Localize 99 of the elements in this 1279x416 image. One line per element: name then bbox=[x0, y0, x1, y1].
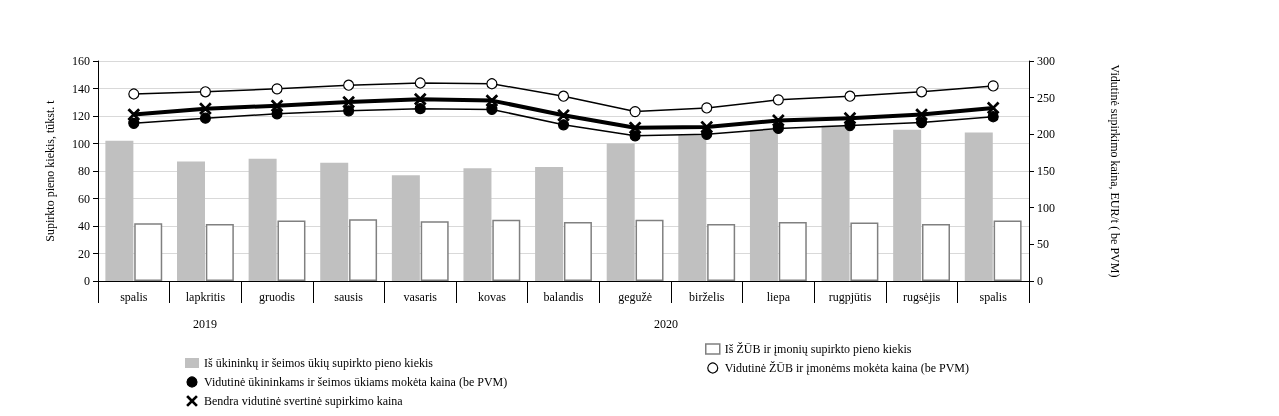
x-tick-label: kovas bbox=[477, 290, 507, 304]
bar bbox=[535, 166, 564, 281]
point bbox=[701, 102, 713, 114]
legend-label: Iš ŽŪB ir įmonių supirkto pieno kiekis bbox=[724, 342, 912, 356]
y2-axis-title: Vidutinė supirkimo kaina, EUR/t ( be PVM) bbox=[1108, 64, 1122, 278]
point bbox=[486, 78, 498, 90]
bar bbox=[778, 221, 807, 281]
bar bbox=[821, 125, 850, 281]
x-tick-label: sausis bbox=[334, 290, 364, 304]
x-tick-label: rugpjūtis bbox=[828, 290, 872, 304]
y2-tick-label: 50 bbox=[1037, 237, 1049, 252]
y2-tick-label: 100 bbox=[1037, 200, 1055, 215]
point bbox=[700, 120, 713, 134]
point bbox=[343, 79, 355, 91]
x-tick-label: gegužė bbox=[618, 290, 653, 304]
bar bbox=[707, 223, 736, 281]
point bbox=[915, 117, 928, 129]
y2-tick-label: 250 bbox=[1037, 90, 1055, 105]
bar bbox=[850, 222, 879, 281]
legend-label: Bendra vidutinė svertinė supirkimo kaina bbox=[204, 394, 404, 408]
point bbox=[199, 112, 212, 124]
bar bbox=[349, 219, 378, 281]
point bbox=[629, 121, 642, 134]
point bbox=[271, 108, 283, 120]
legend-label: Vidutinė ŽŪB ir įmonėms mokėta kaina (be PVM) bbox=[724, 361, 969, 375]
bar bbox=[964, 132, 993, 281]
bar bbox=[177, 161, 205, 281]
bar bbox=[678, 135, 707, 281]
point bbox=[199, 102, 212, 115]
text: 2019 bbox=[193, 317, 218, 331]
point bbox=[343, 105, 355, 117]
x-tick-label: spalis bbox=[979, 290, 1008, 304]
point bbox=[414, 93, 427, 106]
y-tick-label: 120 bbox=[72, 109, 90, 123]
point bbox=[987, 101, 1000, 115]
bar bbox=[320, 162, 349, 281]
y-tick-label: 160 bbox=[72, 54, 90, 68]
point bbox=[486, 103, 498, 115]
bar bbox=[134, 223, 163, 281]
y-tick-label: 60 bbox=[78, 191, 90, 206]
bar bbox=[277, 220, 306, 281]
legend-label: Iš ūkininkų ir šeimos ūkių supirkto pieno kiekis bbox=[204, 356, 434, 370]
point bbox=[557, 119, 570, 131]
point bbox=[557, 109, 570, 122]
point bbox=[414, 77, 426, 89]
point bbox=[843, 112, 857, 125]
x-tick-label: vasaris bbox=[403, 290, 438, 304]
bar bbox=[391, 175, 420, 281]
y-tick-label: 20 bbox=[78, 246, 90, 261]
bar bbox=[993, 220, 1022, 281]
point bbox=[128, 117, 140, 129]
x-tick-label: liepa bbox=[766, 290, 791, 304]
point bbox=[915, 108, 928, 121]
y-tick-label: 140 bbox=[72, 81, 90, 96]
x-tick-label: spalis bbox=[120, 290, 148, 304]
point bbox=[844, 90, 856, 102]
bar bbox=[749, 129, 778, 281]
bar bbox=[893, 129, 922, 281]
x-tick-label: birželis bbox=[689, 290, 725, 304]
x-tick-label: balandis bbox=[543, 290, 584, 304]
point bbox=[199, 86, 212, 98]
bar bbox=[606, 143, 635, 281]
point bbox=[915, 86, 928, 98]
point bbox=[987, 80, 999, 92]
y-tick-label: 40 bbox=[78, 219, 90, 233]
point bbox=[557, 90, 570, 102]
y-tick-label: 80 bbox=[78, 164, 90, 178]
point bbox=[414, 103, 426, 115]
bar bbox=[492, 219, 521, 281]
y2-tick-label: 150 bbox=[1037, 164, 1055, 178]
bar bbox=[563, 221, 592, 281]
point bbox=[128, 88, 140, 100]
point bbox=[342, 95, 355, 109]
legend-label: Vidutinė ūkininkams ir šeimos ūkiams mokėta kaina (be PVM) bbox=[204, 375, 508, 389]
point bbox=[127, 108, 140, 121]
point bbox=[485, 94, 498, 107]
x-tick-label: gruodis bbox=[259, 290, 296, 304]
bar bbox=[105, 140, 134, 281]
y-axis-title: Supirkto pieno kiekis, tūkst. t bbox=[43, 99, 57, 242]
point bbox=[987, 111, 999, 123]
text: 2020 bbox=[653, 317, 678, 331]
bar bbox=[922, 223, 950, 281]
bar bbox=[205, 223, 234, 281]
y2-tick-label: 300 bbox=[1037, 54, 1055, 68]
y-tick-label: 100 bbox=[72, 136, 90, 151]
bar bbox=[463, 168, 492, 281]
point bbox=[772, 114, 785, 127]
y2-tick-label: 0 bbox=[1037, 274, 1043, 288]
bar bbox=[635, 219, 664, 281]
y-tick-label: 0 bbox=[84, 274, 90, 288]
bar bbox=[248, 158, 277, 281]
point bbox=[270, 99, 284, 112]
x-tick-label: lapkritis bbox=[185, 290, 226, 304]
x-tick-label: rugsėjis bbox=[902, 290, 941, 304]
y2-tick-label: 200 bbox=[1037, 127, 1055, 142]
point bbox=[271, 83, 283, 95]
bar bbox=[420, 221, 449, 281]
point bbox=[772, 94, 784, 106]
point bbox=[629, 106, 641, 118]
